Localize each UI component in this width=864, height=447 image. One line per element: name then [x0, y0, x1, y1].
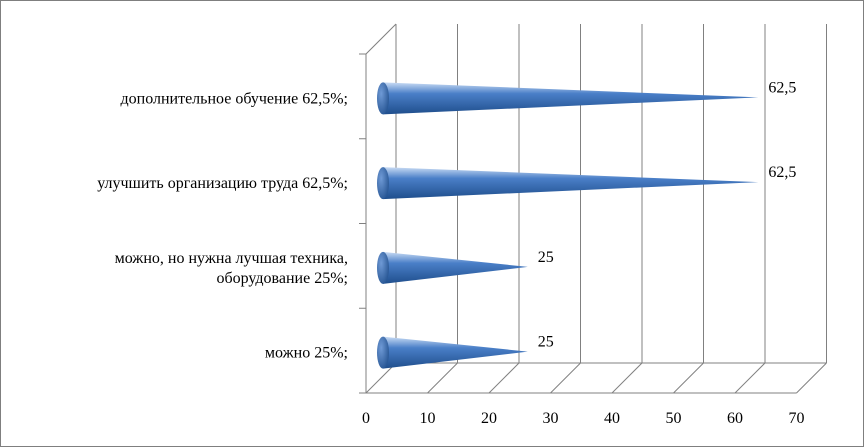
- cone-body-0: [383, 336, 528, 369]
- x-tick-label-10: 10: [420, 410, 436, 427]
- x-tick-label-50: 50: [666, 410, 682, 427]
- cone-body-1: [383, 251, 528, 284]
- grid-layer: [359, 23, 827, 394]
- data-label-3: 62,5: [768, 79, 796, 96]
- x-tick-label-70: 70: [789, 410, 805, 427]
- cone-body-3: [383, 82, 759, 115]
- side-wall-top: [365, 23, 397, 55]
- cone-base-1: [377, 251, 389, 284]
- x-tick-label-30: 30: [543, 410, 559, 427]
- floor-line-30: [550, 362, 581, 394]
- floor-line-0: [365, 362, 397, 394]
- x-tick-label-40: 40: [604, 410, 620, 427]
- labels-layer: 0 10 20 30 40 50 60 70 25 можно 25%; 25 можно, но н…: [97, 79, 804, 427]
- cone-base-2: [377, 167, 389, 200]
- category-label-1-line-1: оборудование 25%;: [216, 270, 348, 287]
- data-label-0: 25: [538, 334, 554, 351]
- category-label-3: дополнительное обучение 62,5%;: [120, 90, 348, 107]
- cone-base-0: [377, 336, 389, 369]
- data-label-2: 62,5: [768, 164, 796, 181]
- bar-1: [377, 251, 528, 284]
- floor-line-20: [488, 362, 520, 394]
- bar-0: [377, 336, 528, 369]
- floor-line-10: [427, 362, 458, 394]
- floor-line-70: [796, 362, 827, 394]
- floor-line-40: [611, 362, 643, 394]
- x-tick-label-20: 20: [481, 410, 497, 427]
- data-label-1: 25: [538, 249, 554, 266]
- floor-line-60: [734, 362, 766, 394]
- bars-layer: [377, 82, 759, 369]
- floor-line-50: [673, 362, 704, 394]
- cone-base-3: [377, 82, 389, 115]
- category-label-2: улучшить организацию труда 62,5%;: [97, 175, 348, 192]
- cone-body-2: [383, 167, 759, 200]
- x-tick-label-60: 60: [727, 410, 743, 427]
- bar-2: [377, 167, 759, 200]
- category-label-0: можно 25%;: [265, 345, 348, 362]
- bar-3: [377, 82, 759, 115]
- category-label-1-line-0: можно, но нужна лучшая техника,: [115, 250, 348, 267]
- x-tick-label-0: 0: [362, 410, 370, 427]
